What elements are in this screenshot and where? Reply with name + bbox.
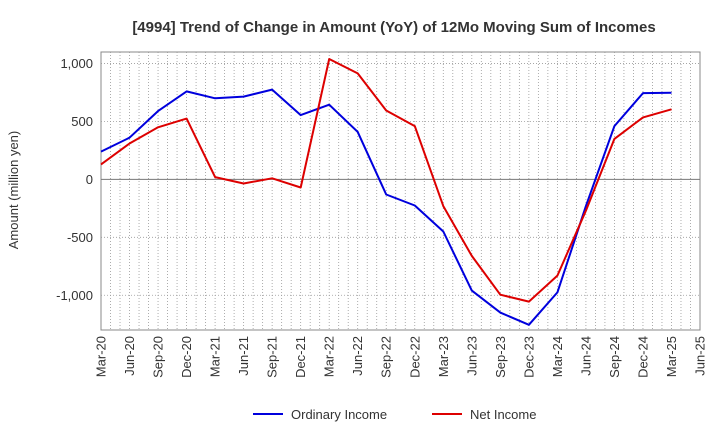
- x-tick-label: Jun-22: [350, 336, 365, 376]
- x-tick-label: Jun-20: [122, 336, 137, 376]
- x-tick-label: Sep-21: [265, 336, 280, 378]
- y-axis-label: Amount (million yen): [6, 131, 21, 250]
- x-tick-label: Jun-21: [236, 336, 251, 376]
- y-tick-label: -1,000: [56, 288, 93, 303]
- x-tick-label: Dec-21: [293, 336, 308, 378]
- x-tick-label: Mar-24: [550, 336, 565, 377]
- x-tick-label: Dec-23: [521, 336, 536, 378]
- x-tick-label: Sep-20: [151, 336, 166, 378]
- x-tick-label: Mar-25: [664, 336, 679, 377]
- legend-label-net-income: Net Income: [470, 407, 536, 422]
- y-axis-ticks: 1,000 500 0 -500 -1,000: [56, 56, 93, 303]
- series-line-ordinary-income: [100, 88, 672, 326]
- x-tick-label: Sep-22: [379, 336, 394, 378]
- x-tick-label: Sep-24: [607, 336, 622, 378]
- series-lines: [100, 58, 672, 326]
- grid-lines: [101, 52, 700, 330]
- y-tick-label: -500: [67, 230, 93, 245]
- x-tick-label: Jun-25: [693, 336, 708, 376]
- legend: Ordinary Income Net Income: [253, 407, 536, 422]
- y-tick-label: 500: [71, 114, 93, 129]
- series-line-net-income: [100, 58, 672, 303]
- y-tick-label: 1,000: [60, 56, 93, 71]
- plot-area: [100, 51, 701, 331]
- x-tick-label: Jun-24: [578, 336, 593, 376]
- x-tick-label: Dec-24: [635, 336, 650, 378]
- x-tick-label: Mar-21: [208, 336, 223, 377]
- x-tick-label: Mar-23: [436, 336, 451, 377]
- x-tick-label: Dec-22: [407, 336, 422, 378]
- x-axis-ticks: Mar-20 Jun-20 Sep-20 Dec-20 Mar-21 Jun-21 Sep-…: [94, 336, 708, 378]
- x-tick-label: Mar-22: [322, 336, 337, 377]
- legend-label-ordinary-income: Ordinary Income: [291, 407, 387, 422]
- x-tick-label: Mar-20: [94, 336, 109, 377]
- y-tick-label: 0: [86, 172, 93, 187]
- x-tick-label: Jun-23: [464, 336, 479, 376]
- x-tick-label: Dec-20: [179, 336, 194, 378]
- chart-title: [4994] Trend of Change in Amount (YoY) o…: [132, 19, 655, 36]
- x-tick-label: Sep-23: [493, 336, 508, 378]
